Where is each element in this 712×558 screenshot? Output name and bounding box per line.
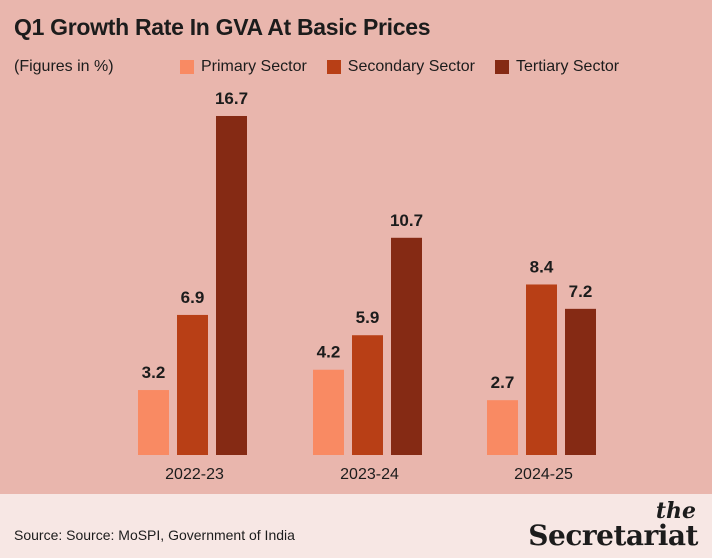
bar-primary-sector-2023-24 (313, 369, 344, 455)
bar-secondary-sector-2022-23 (177, 314, 208, 455)
legend-swatch-tertiary (494, 60, 509, 74)
bar-chart: 3.2 6.9 16.7 2022-23 4.2 5.9 10.7 2023-24 2.7 8.4… (138, 89, 596, 483)
x-tick-label-2022-23: 2022-23 (165, 466, 224, 483)
source-note: Source: Source: MoSPI, Government of Ind… (14, 527, 295, 543)
x-tick-label-2024-25: 2024-25 (514, 466, 573, 483)
data-label-secondary-sector-2022-23: 6.9 (181, 288, 205, 307)
bar-tertiary-sector-2024-25 (565, 308, 596, 455)
bar-primary-sector-2024-25 (487, 400, 518, 455)
data-label-primary-sector-2022-23: 3.2 (142, 363, 166, 382)
legend-item-tertiary: Tertiary Sector (494, 58, 620, 76)
legend-label-secondary: Secondary Sector (347, 58, 475, 75)
legend-swatch-primary (180, 60, 194, 74)
data-label-tertiary-sector-2022-23: 16.7 (215, 89, 248, 108)
legend-label-tertiary: Tertiary Sector (515, 58, 620, 75)
data-label-tertiary-sector-2024-25: 7.2 (569, 282, 593, 301)
legend-item-primary: Primary Sector (180, 58, 307, 76)
data-label-secondary-sector-2023-24: 5.9 (356, 308, 380, 327)
legend-label-primary: Primary Sector (201, 58, 307, 75)
logo-name: Secretariat (528, 519, 698, 552)
bar-secondary-sector-2024-25 (526, 284, 557, 455)
legend: Primary Sector Secondary Sector Tertiary… (180, 58, 619, 76)
data-label-primary-sector-2023-24: 4.2 (317, 343, 341, 362)
bar-secondary-sector-2023-24 (352, 335, 383, 455)
logo-the: the (655, 498, 696, 524)
chart-title: Q1 Growth Rate In GVA At Basic Prices (14, 14, 431, 40)
data-label-primary-sector-2024-25: 2.7 (491, 373, 515, 392)
data-label-secondary-sector-2024-25: 8.4 (530, 257, 554, 276)
data-label-tertiary-sector-2023-24: 10.7 (390, 211, 423, 230)
chart-subtitle: (Figures in %) (14, 58, 114, 75)
bar-tertiary-sector-2022-23 (216, 115, 247, 456)
footer: Source: Source: MoSPI, Government of Ind… (0, 494, 712, 558)
bar-primary-sector-2022-23 (138, 390, 169, 455)
legend-swatch-secondary (326, 60, 341, 74)
brand-logo: the Secretariat (528, 500, 698, 550)
legend-item-secondary: Secondary Sector (326, 58, 475, 76)
bar-tertiary-sector-2023-24 (391, 237, 422, 455)
x-tick-label-2023-24: 2023-24 (340, 466, 399, 483)
